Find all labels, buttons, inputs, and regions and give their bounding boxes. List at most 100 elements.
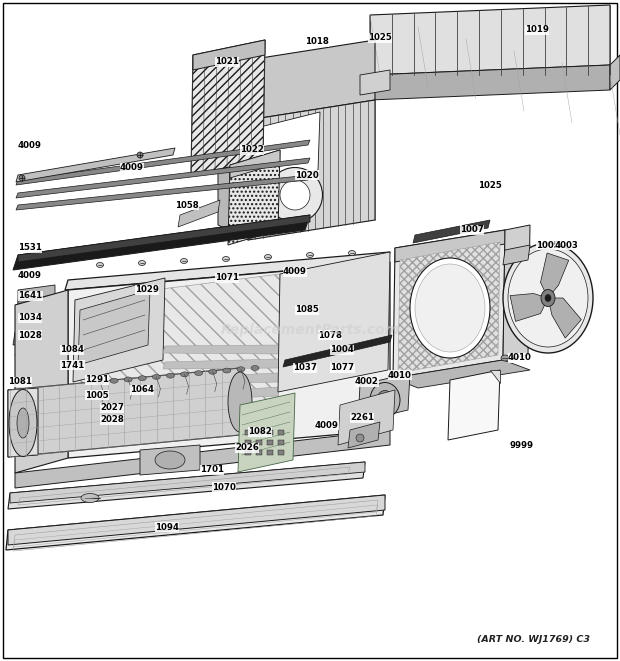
Bar — [245, 450, 251, 455]
Polygon shape — [335, 263, 343, 280]
Ellipse shape — [228, 372, 252, 432]
Text: 1081: 1081 — [8, 377, 32, 387]
Polygon shape — [16, 312, 80, 331]
Ellipse shape — [370, 383, 400, 418]
Polygon shape — [10, 462, 365, 503]
Polygon shape — [218, 105, 248, 240]
Ellipse shape — [410, 258, 490, 358]
Polygon shape — [295, 267, 303, 284]
Ellipse shape — [396, 372, 404, 378]
Polygon shape — [8, 388, 38, 457]
Polygon shape — [88, 268, 380, 305]
Polygon shape — [68, 262, 390, 458]
Polygon shape — [370, 5, 610, 75]
Polygon shape — [358, 373, 410, 422]
Text: 1078: 1078 — [318, 330, 342, 340]
Bar — [256, 450, 262, 455]
Text: 1531: 1531 — [18, 243, 42, 253]
Ellipse shape — [541, 290, 555, 307]
Ellipse shape — [155, 451, 185, 469]
Polygon shape — [248, 100, 375, 240]
Polygon shape — [8, 495, 385, 545]
Text: 2028: 2028 — [100, 416, 124, 424]
Ellipse shape — [503, 243, 593, 353]
Ellipse shape — [137, 152, 143, 158]
Text: 4009: 4009 — [283, 268, 307, 276]
Polygon shape — [503, 225, 530, 360]
Polygon shape — [8, 368, 240, 457]
Text: 1641: 1641 — [18, 292, 42, 301]
Ellipse shape — [9, 389, 37, 457]
Text: 2026: 2026 — [235, 444, 259, 453]
Ellipse shape — [138, 260, 146, 266]
Polygon shape — [90, 268, 380, 302]
Ellipse shape — [267, 167, 322, 223]
Polygon shape — [393, 230, 505, 378]
Polygon shape — [163, 359, 280, 369]
Polygon shape — [6, 495, 385, 550]
Bar — [267, 450, 273, 455]
Text: 1070: 1070 — [212, 483, 236, 492]
Polygon shape — [510, 293, 548, 321]
Polygon shape — [338, 390, 395, 445]
Polygon shape — [16, 148, 175, 182]
Polygon shape — [360, 70, 390, 95]
Text: 1291: 1291 — [85, 375, 109, 385]
Text: 1064: 1064 — [130, 385, 154, 395]
Ellipse shape — [19, 175, 25, 181]
Polygon shape — [13, 325, 95, 345]
Text: 1094: 1094 — [155, 522, 179, 531]
Polygon shape — [163, 345, 280, 354]
Polygon shape — [548, 298, 582, 338]
Text: 1071: 1071 — [215, 274, 239, 282]
Polygon shape — [73, 274, 280, 436]
Polygon shape — [228, 150, 280, 245]
Text: 4010: 4010 — [388, 371, 412, 379]
Polygon shape — [610, 55, 620, 90]
Polygon shape — [193, 40, 265, 70]
Text: 1082: 1082 — [248, 428, 272, 436]
Ellipse shape — [223, 256, 229, 262]
Ellipse shape — [265, 254, 272, 260]
Ellipse shape — [180, 372, 188, 377]
Polygon shape — [348, 422, 380, 448]
Polygon shape — [135, 282, 143, 299]
Polygon shape — [140, 445, 200, 475]
Ellipse shape — [110, 378, 118, 383]
Ellipse shape — [280, 180, 310, 210]
Polygon shape — [283, 335, 392, 367]
Text: 1037: 1037 — [293, 364, 317, 373]
Text: 4009: 4009 — [120, 163, 144, 173]
Polygon shape — [175, 278, 183, 295]
Polygon shape — [490, 370, 500, 383]
Text: 1058: 1058 — [175, 200, 199, 210]
Ellipse shape — [356, 434, 364, 442]
Bar — [278, 430, 284, 435]
Text: 1029: 1029 — [135, 286, 159, 295]
Polygon shape — [163, 387, 280, 401]
Ellipse shape — [377, 391, 393, 410]
Bar — [267, 440, 273, 445]
Ellipse shape — [223, 368, 231, 373]
Ellipse shape — [153, 374, 161, 379]
Ellipse shape — [348, 251, 355, 256]
Polygon shape — [238, 393, 295, 472]
Polygon shape — [248, 40, 375, 120]
Ellipse shape — [166, 373, 174, 378]
Text: 1084: 1084 — [60, 346, 84, 354]
Polygon shape — [16, 158, 310, 198]
Text: ReplacementParts.com: ReplacementParts.com — [221, 323, 399, 337]
Polygon shape — [18, 215, 310, 262]
Text: 1034: 1034 — [18, 313, 42, 323]
Ellipse shape — [17, 408, 29, 438]
Text: 1005: 1005 — [536, 241, 560, 249]
Text: 1741: 1741 — [60, 360, 84, 369]
Ellipse shape — [508, 249, 588, 347]
Polygon shape — [255, 270, 263, 288]
Polygon shape — [16, 140, 310, 185]
Polygon shape — [8, 462, 365, 509]
Text: 1077: 1077 — [330, 364, 354, 373]
Text: 1701: 1701 — [200, 465, 224, 475]
Polygon shape — [541, 253, 569, 298]
Polygon shape — [178, 200, 220, 227]
